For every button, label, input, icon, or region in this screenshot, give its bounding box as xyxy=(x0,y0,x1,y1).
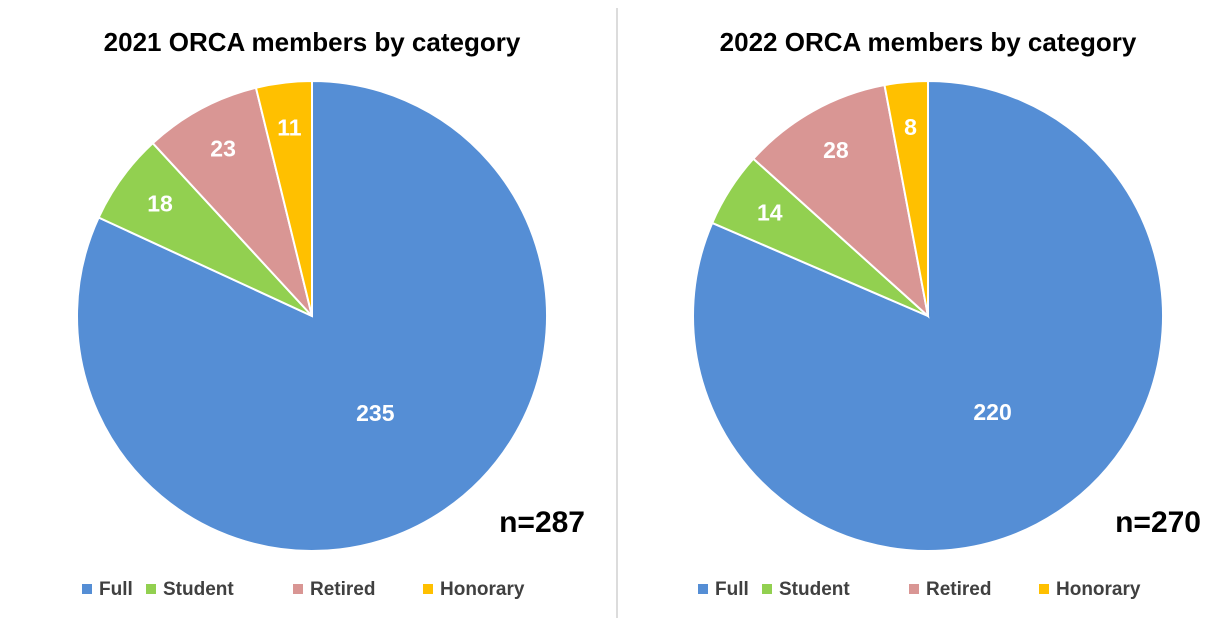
legend-swatch xyxy=(293,584,303,594)
data-label: 14 xyxy=(757,200,783,226)
legend-swatch xyxy=(698,584,708,594)
legend-label: Honorary xyxy=(1056,579,1141,600)
chart-title: 2021 ORCA members by category xyxy=(104,27,521,57)
data-label: 28 xyxy=(823,137,849,163)
legend-label: Full xyxy=(99,579,133,600)
pie-slice xyxy=(751,83,930,319)
data-label: 235 xyxy=(356,400,395,426)
data-label: 18 xyxy=(147,190,173,216)
legend-swatch xyxy=(762,584,772,594)
legend-swatch xyxy=(1039,584,1049,594)
legend-label: Retired xyxy=(926,579,991,600)
legend-swatch xyxy=(909,584,919,594)
legend-label: Retired xyxy=(310,579,375,600)
annotation: n=287 xyxy=(499,506,585,539)
data-label: 8 xyxy=(904,114,917,140)
legend-label: Full xyxy=(715,579,749,600)
pie-slice xyxy=(883,79,929,317)
legend-swatch xyxy=(82,584,92,594)
legend-label: Student xyxy=(163,579,234,600)
pie-slice xyxy=(254,79,313,317)
legend-label: Student xyxy=(779,579,850,600)
data-label: 11 xyxy=(277,114,302,140)
data-label: 220 xyxy=(973,399,1011,425)
legend-swatch xyxy=(423,584,433,594)
data-label: 23 xyxy=(210,135,236,161)
pie-slice xyxy=(151,86,313,317)
chart-title: 2022 ORCA members by category xyxy=(720,27,1137,57)
legend-label: Honorary xyxy=(440,579,525,600)
annotation: n=270 xyxy=(1115,506,1201,539)
legend-swatch xyxy=(146,584,156,594)
